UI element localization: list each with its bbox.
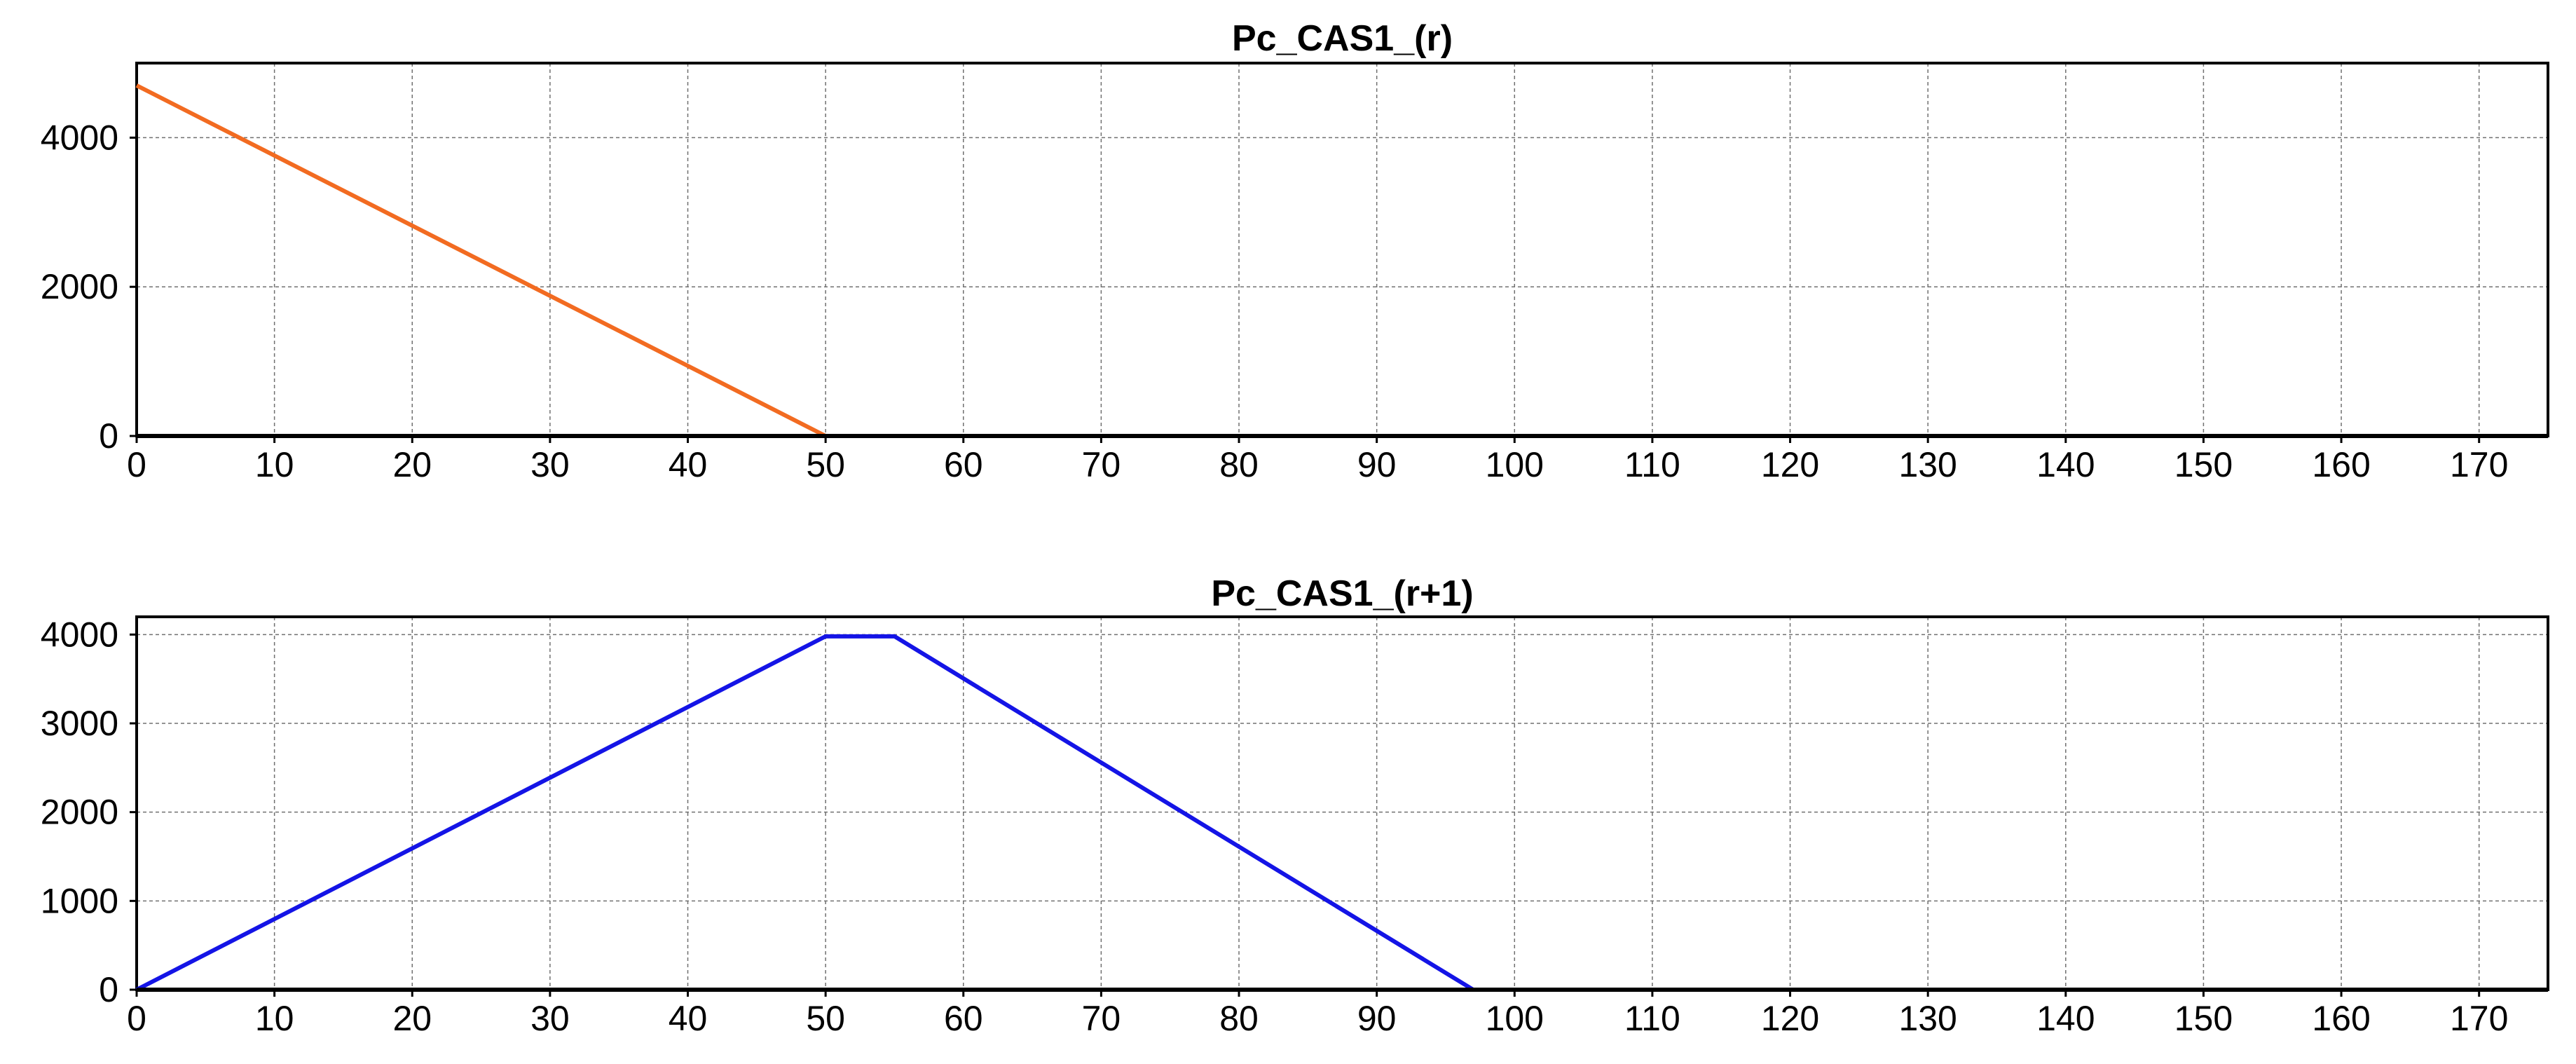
x-tick-label: 0 (127, 999, 146, 1038)
y-tick-label: 4000 (41, 615, 118, 654)
x-tick-label: 50 (806, 999, 845, 1038)
x-tick-label: 100 (1486, 445, 1544, 484)
y-tick-label: 0 (99, 416, 118, 456)
x-tick-label: 90 (1357, 999, 1397, 1038)
chart-title: Pc_CAS1_(r+1) (1211, 573, 1473, 614)
x-tick-label: 140 (2036, 999, 2095, 1038)
x-tick-label: 110 (1624, 999, 1680, 1038)
x-tick-label: 10 (255, 445, 294, 484)
y-tick-label: 1000 (41, 881, 118, 920)
x-tick-label: 120 (1761, 999, 1819, 1038)
x-tick-label: 150 (2174, 445, 2233, 484)
x-tick-label: 170 (2450, 445, 2508, 484)
x-tick-label: 130 (1898, 999, 1957, 1038)
x-tick-label: 100 (1486, 999, 1544, 1038)
x-tick-label: 90 (1357, 445, 1397, 484)
x-tick-label: 140 (2036, 445, 2095, 484)
x-tick-label: 30 (530, 999, 570, 1038)
x-tick-label: 150 (2174, 999, 2233, 1038)
x-tick-label: 20 (392, 999, 432, 1038)
chart-pc-cas1-r-plus-1: Pc_CAS1_(r+1) 0 10 20 30 40 50 60 70 80 90 100 110 12… (41, 573, 2549, 1038)
x-tick-label: 160 (2312, 445, 2370, 484)
y-tick-label: 4000 (41, 118, 118, 157)
x-tick-label: 70 (1082, 445, 1121, 484)
x-tick-label: 160 (2312, 999, 2370, 1038)
chart-pc-cas1-r: Pc_CAS1_(r) 0 10 20 30 40 50 60 70 80 90 100 110 120 1… (41, 18, 2549, 484)
x-tick-label: 40 (669, 445, 708, 484)
chart-title: Pc_CAS1_(r) (1232, 18, 1453, 59)
x-tick-label: 70 (1082, 999, 1121, 1038)
x-tick-label: 120 (1761, 445, 1819, 484)
x-tick-label: 40 (669, 999, 708, 1038)
y-tick-label: 3000 (41, 704, 118, 743)
y-tick-label: 2000 (41, 267, 118, 306)
x-tick-label: 30 (530, 445, 570, 484)
x-tick-label: 80 (1219, 445, 1259, 484)
y-tick-label: 2000 (41, 793, 118, 832)
x-tick-label: 10 (255, 999, 294, 1038)
x-tick-label: 130 (1898, 445, 1957, 484)
x-tick-label: 0 (127, 445, 146, 484)
x-tick-label: 20 (392, 445, 432, 484)
y-tick-label: 0 (99, 970, 118, 1009)
x-tick-label: 80 (1219, 999, 1259, 1038)
x-tick-label: 50 (806, 445, 845, 484)
x-tick-label: 60 (944, 999, 983, 1038)
x-tick-label: 110 (1624, 445, 1680, 484)
x-tick-label: 170 (2450, 999, 2508, 1038)
x-tick-label: 60 (944, 445, 983, 484)
